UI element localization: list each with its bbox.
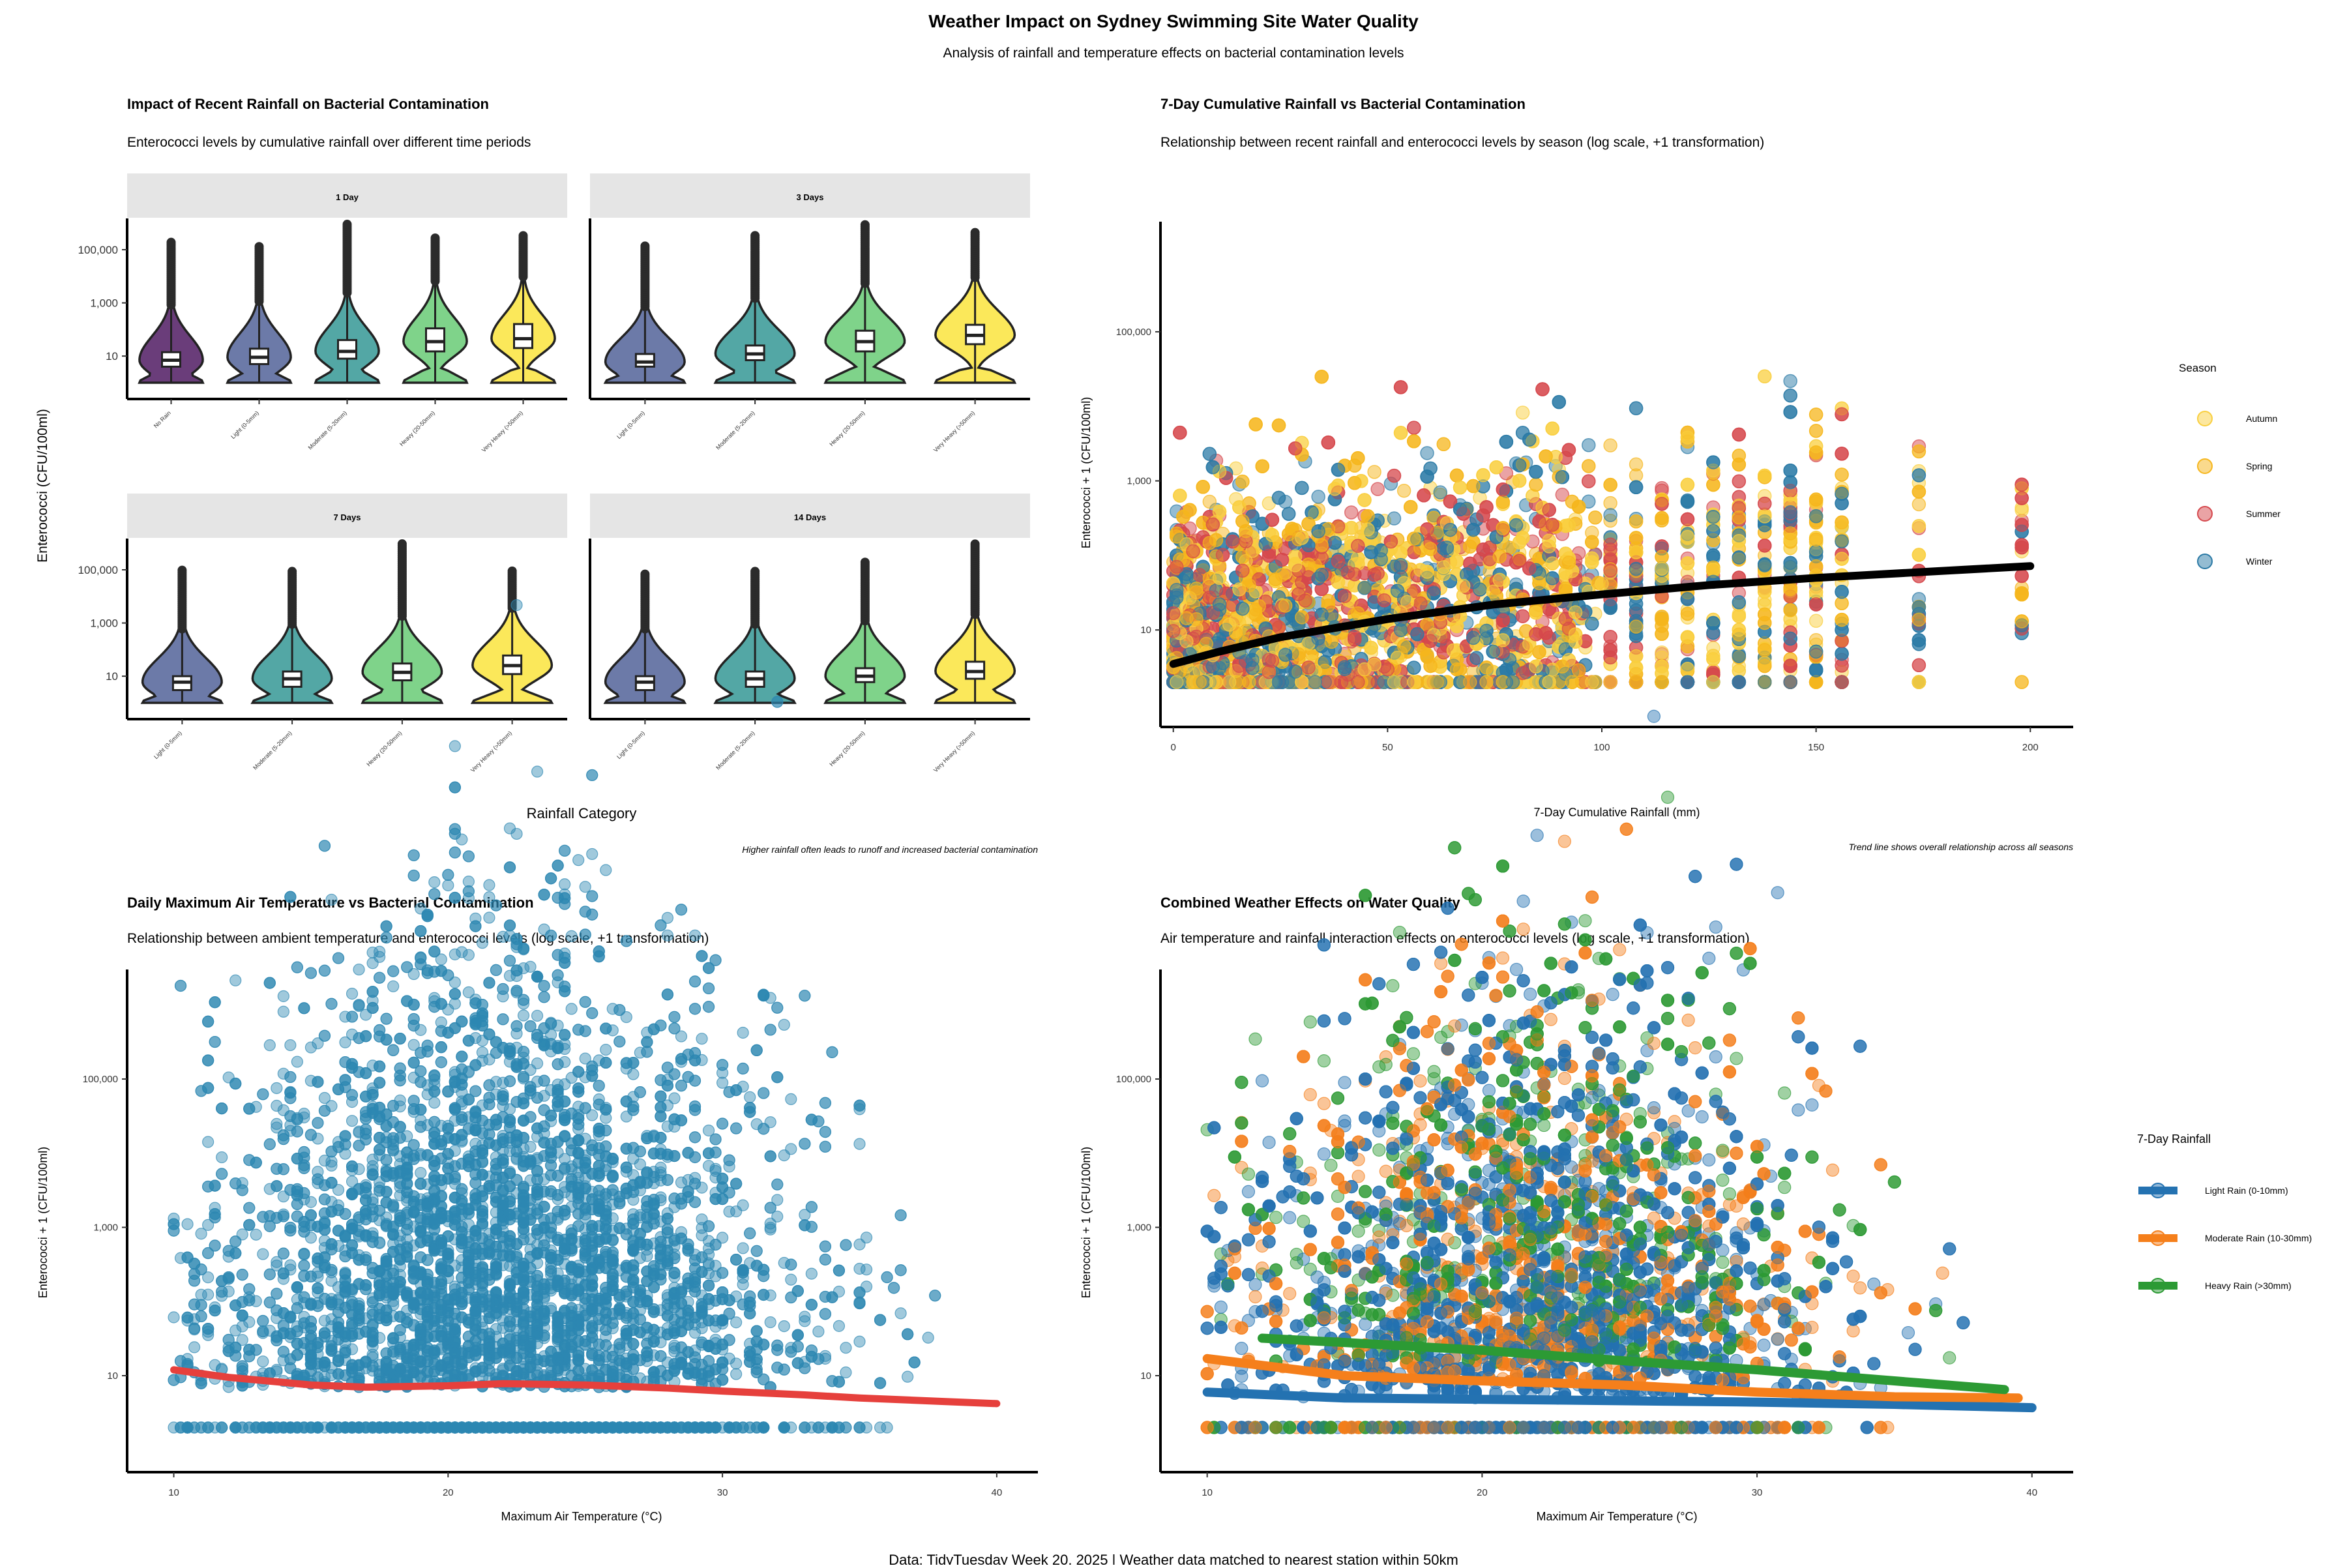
box-outliers	[431, 233, 440, 286]
legend-label-autumn: Autumn	[2246, 413, 2277, 424]
x-tick-label: 200	[2022, 742, 2039, 753]
facet-label: 3 Days	[797, 192, 824, 202]
panel2-title: 7-Day Cumulative Rainfall vs Bacterial C…	[1160, 96, 1526, 112]
box-outliers	[640, 241, 649, 311]
season-legend-title: Season	[2179, 362, 2217, 374]
panel1-xlabel: Rainfall Category	[527, 805, 637, 821]
legend-key-moderate	[2151, 1231, 2165, 1245]
page-subtitle: Analysis of rainfall and temperature eff…	[943, 46, 1404, 61]
legend-label-winter: Winter	[2246, 556, 2273, 567]
legend-label-heavy: Heavy Rain (>30mm)	[2205, 1280, 2292, 1291]
panel2-ylabel: Enterococci + 1 (CFU/100ml)	[1080, 397, 1093, 549]
panel4-xlabel: Maximum Air Temperature (°C)	[1537, 1510, 1698, 1523]
x-tick-label: 0	[1171, 742, 1176, 753]
panel2-xlabel: 7-Day Cumulative Rainfall (mm)	[1533, 806, 1700, 819]
box	[514, 324, 533, 348]
facet-label: 7 Days	[334, 512, 361, 522]
box-outliers	[398, 539, 407, 621]
panel1-caption: Higher rainfall often leads to runoff an…	[742, 844, 1038, 855]
legend-key-winter	[2198, 554, 2212, 569]
x-tick-label: 30	[717, 1487, 728, 1498]
y-tick-label: 10	[1140, 625, 1151, 636]
box-outliers	[167, 238, 176, 310]
y-tick-label: 1,000	[1127, 476, 1151, 487]
box-outliers	[177, 566, 186, 634]
box-outliers	[971, 228, 980, 282]
x-tick-label: 150	[1808, 742, 1824, 753]
x-tick-label: 40	[992, 1487, 1003, 1498]
y-tick-label: 100,000	[78, 564, 118, 576]
y-tick-label: 10	[106, 670, 118, 683]
panel1-subtitle: Enterococci levels by cumulative rainfal…	[127, 135, 531, 150]
box-outliers	[750, 231, 760, 303]
box-outliers	[255, 242, 264, 306]
x-tick-label: 50	[1382, 742, 1393, 753]
box-outliers	[640, 570, 649, 634]
legend-key-summer	[2198, 507, 2212, 521]
panel2-subtitle: Relationship between recent rainfall and…	[1160, 135, 1764, 150]
panel2-caption: Trend line shows overall relationship ac…	[1849, 842, 2073, 852]
legend-label-moderate: Moderate Rain (10-30mm)	[2205, 1233, 2312, 1243]
y-tick-label: 10	[106, 350, 118, 362]
panel1-ylabel: Enterococci (CFU/100ml)	[35, 409, 50, 563]
panel1-title: Impact of Recent Rainfall on Bacterial C…	[127, 96, 489, 112]
legend-key-light	[2151, 1183, 2165, 1198]
rainfall-legend-title: 7-Day Rainfall	[2137, 1132, 2211, 1146]
legend-key-spring	[2198, 459, 2212, 473]
box-outliers	[861, 557, 870, 625]
panel3-xlabel: Maximum Air Temperature (°C)	[501, 1510, 662, 1523]
box-outliers	[750, 567, 760, 629]
box-outliers	[971, 539, 980, 619]
y-tick-label: 100,000	[83, 1074, 118, 1085]
panel3-ylabel: Enterococci + 1 (CFU/100ml)	[37, 1147, 50, 1299]
box-outliers	[343, 220, 352, 297]
x-tick-label: 20	[443, 1487, 454, 1498]
x-tick-label: 10	[168, 1487, 179, 1498]
y-tick-label: 10	[1140, 1370, 1151, 1382]
x-tick-label: 20	[1477, 1487, 1488, 1498]
panel4-ylabel: Enterococci + 1 (CFU/100ml)	[1080, 1147, 1093, 1299]
legend-key-heavy	[2151, 1279, 2165, 1293]
y-tick-label: 100,000	[1116, 1074, 1151, 1085]
box-outliers	[519, 231, 528, 281]
legend-label-summer: Summer	[2246, 509, 2281, 519]
page-title: Weather Impact on Sydney Swimming Site W…	[928, 11, 1419, 31]
box-outliers	[861, 220, 870, 288]
facet-label: 1 Day	[336, 192, 359, 202]
box-outliers	[288, 567, 297, 629]
y-tick-label: 1,000	[1127, 1222, 1151, 1234]
y-tick-label: 1,000	[93, 1222, 118, 1234]
page-caption: Data: TidyTuesday Week 20, 2025 | Weathe…	[889, 1552, 1458, 1565]
x-tick-label: 100	[1593, 742, 1610, 753]
y-tick-label: 1,000	[90, 617, 118, 630]
y-tick-label: 100,000	[78, 244, 118, 256]
y-tick-label: 1,000	[90, 297, 118, 310]
legend-key-autumn	[2198, 411, 2212, 426]
x-tick-label: 10	[1202, 1487, 1213, 1498]
x-tick-label: 40	[2026, 1487, 2037, 1498]
legend-label-spring: Spring	[2246, 461, 2272, 471]
box	[636, 354, 654, 366]
panel4-title: Combined Weather Effects on Water Qualit…	[1160, 895, 1460, 911]
facet-label: 14 Days	[794, 512, 826, 522]
box	[338, 340, 357, 359]
x-tick-label: 30	[1752, 1487, 1763, 1498]
box	[426, 329, 445, 351]
y-tick-label: 100,000	[1116, 327, 1151, 338]
legend-label-light: Light Rain (0-10mm)	[2205, 1185, 2288, 1196]
y-tick-label: 10	[107, 1370, 118, 1382]
